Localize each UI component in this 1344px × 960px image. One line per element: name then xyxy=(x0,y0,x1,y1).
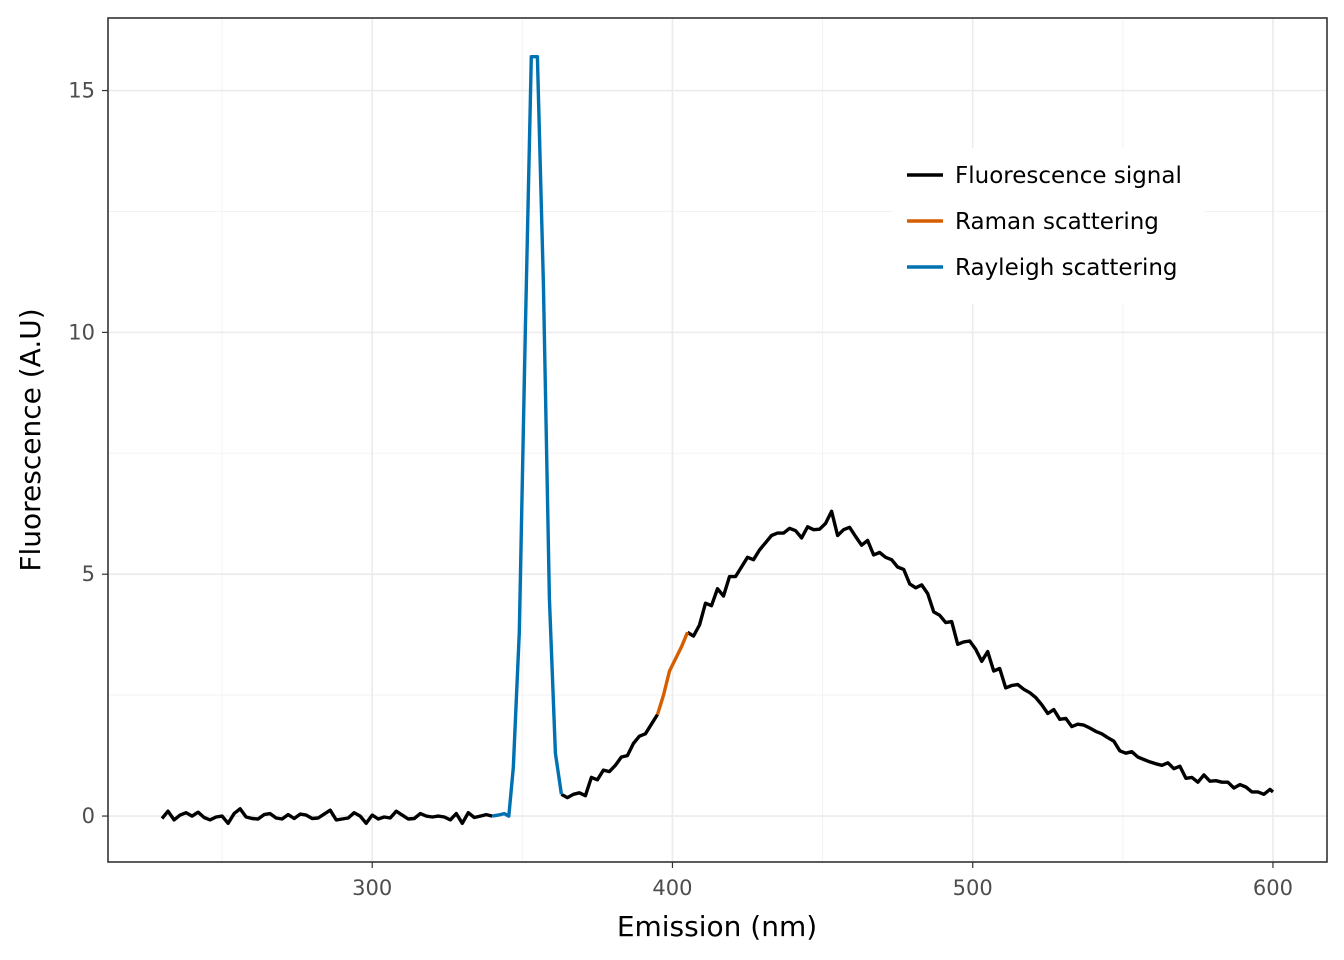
legend-label-rayleigh-scattering: Rayleigh scattering xyxy=(955,255,1178,281)
x-tick-label: 500 xyxy=(953,876,993,900)
legend-background xyxy=(893,148,1205,304)
series-layer xyxy=(160,55,1275,825)
fluorescence-signal-line xyxy=(160,807,493,825)
y-tick-label: 10 xyxy=(68,320,95,344)
y-tick-label: 15 xyxy=(68,79,95,103)
y-axis-ticks: 0 5 10 15 xyxy=(68,79,108,828)
raman-scattering-line xyxy=(655,631,690,716)
legend-label-fluorescence-signal: Fluorescence signal xyxy=(955,163,1182,189)
x-tick-label: 400 xyxy=(652,876,692,900)
y-axis-title: Fluorescence (A.U) xyxy=(14,308,47,571)
major-gridlines xyxy=(108,18,1327,862)
y-tick-label: 0 xyxy=(82,804,95,828)
legend-label-raman-scattering: Raman scattering xyxy=(955,209,1159,235)
x-tick-label: 300 xyxy=(352,876,392,900)
fluorescence-signal-line xyxy=(686,509,1275,796)
panel-border xyxy=(107,17,1328,863)
fluorescence-signal-line xyxy=(560,713,659,800)
legend: Fluorescence signal Raman scattering Rayle… xyxy=(893,148,1205,304)
x-tick-label: 600 xyxy=(1253,876,1293,900)
rayleigh-scattering-line xyxy=(492,55,564,818)
y-tick-label: 5 xyxy=(82,562,95,586)
x-axis-ticks: 300 400 500 600 xyxy=(352,862,1293,900)
x-axis-title: Emission (nm) xyxy=(617,910,817,943)
